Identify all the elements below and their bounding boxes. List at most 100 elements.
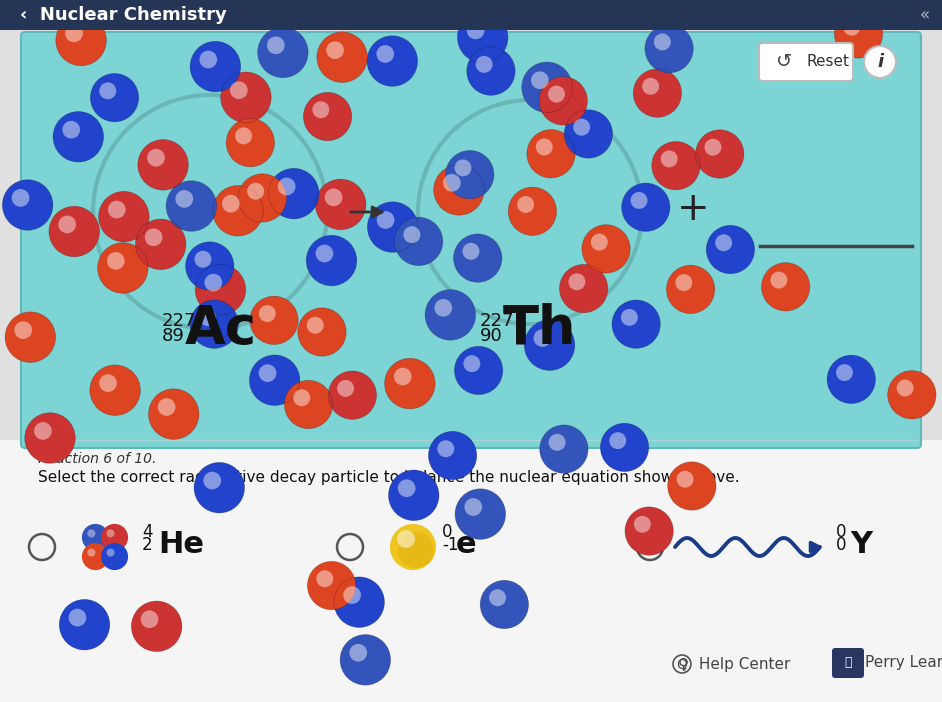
Text: 0: 0 bbox=[836, 523, 847, 541]
Circle shape bbox=[298, 307, 347, 356]
Circle shape bbox=[454, 346, 503, 395]
Circle shape bbox=[600, 423, 649, 472]
Text: Th: Th bbox=[503, 303, 577, 355]
Circle shape bbox=[676, 471, 693, 488]
Circle shape bbox=[634, 516, 651, 533]
Circle shape bbox=[443, 174, 461, 192]
Circle shape bbox=[306, 0, 354, 22]
Circle shape bbox=[675, 274, 692, 291]
Circle shape bbox=[466, 22, 484, 39]
Circle shape bbox=[536, 138, 553, 155]
Circle shape bbox=[458, 12, 508, 62]
Circle shape bbox=[843, 19, 860, 36]
Circle shape bbox=[836, 364, 853, 381]
Circle shape bbox=[194, 463, 245, 513]
Circle shape bbox=[98, 243, 148, 293]
Circle shape bbox=[82, 543, 109, 570]
Circle shape bbox=[395, 217, 443, 265]
Circle shape bbox=[377, 211, 395, 229]
Text: 4: 4 bbox=[142, 523, 153, 541]
Circle shape bbox=[106, 529, 115, 538]
Text: 0: 0 bbox=[836, 536, 847, 554]
Circle shape bbox=[517, 196, 534, 213]
Circle shape bbox=[316, 244, 333, 263]
Circle shape bbox=[99, 82, 116, 99]
Circle shape bbox=[317, 32, 367, 83]
Circle shape bbox=[609, 432, 626, 449]
Circle shape bbox=[259, 364, 276, 382]
Text: 89: 89 bbox=[162, 327, 185, 345]
Circle shape bbox=[367, 201, 418, 253]
Circle shape bbox=[582, 225, 630, 273]
Circle shape bbox=[398, 479, 415, 497]
Circle shape bbox=[654, 34, 671, 51]
Circle shape bbox=[222, 195, 239, 213]
Circle shape bbox=[90, 74, 138, 122]
Circle shape bbox=[62, 121, 80, 138]
Circle shape bbox=[313, 101, 330, 118]
Circle shape bbox=[326, 41, 344, 59]
Circle shape bbox=[230, 81, 248, 99]
Circle shape bbox=[328, 371, 377, 419]
Text: Reaction 6 of 10.: Reaction 6 of 10. bbox=[38, 452, 156, 466]
Circle shape bbox=[200, 51, 218, 68]
Circle shape bbox=[307, 562, 356, 610]
Circle shape bbox=[236, 127, 252, 145]
Circle shape bbox=[573, 119, 590, 135]
Circle shape bbox=[397, 530, 415, 548]
FancyBboxPatch shape bbox=[832, 648, 864, 678]
Circle shape bbox=[827, 355, 875, 404]
Circle shape bbox=[437, 440, 454, 457]
Circle shape bbox=[540, 425, 588, 473]
Circle shape bbox=[666, 265, 715, 314]
Circle shape bbox=[425, 290, 476, 340]
Circle shape bbox=[250, 296, 299, 345]
Circle shape bbox=[429, 431, 477, 479]
FancyBboxPatch shape bbox=[21, 32, 921, 448]
Circle shape bbox=[306, 235, 357, 286]
Circle shape bbox=[316, 179, 365, 230]
Circle shape bbox=[106, 548, 115, 557]
Circle shape bbox=[108, 201, 125, 218]
Circle shape bbox=[195, 265, 246, 315]
Circle shape bbox=[58, 216, 76, 233]
Circle shape bbox=[660, 150, 677, 167]
Circle shape bbox=[463, 355, 480, 372]
Circle shape bbox=[463, 243, 479, 260]
Circle shape bbox=[645, 25, 693, 73]
Circle shape bbox=[99, 192, 149, 242]
Circle shape bbox=[622, 183, 670, 232]
Text: Select the correct radioactive decay particle to balance the nuclear equation sh: Select the correct radioactive decay par… bbox=[38, 470, 739, 485]
Circle shape bbox=[591, 234, 608, 251]
Text: Perry Learn: Perry Learn bbox=[865, 656, 942, 670]
Circle shape bbox=[548, 434, 565, 451]
Circle shape bbox=[343, 586, 361, 604]
Circle shape bbox=[151, 0, 201, 29]
Circle shape bbox=[434, 299, 452, 317]
Circle shape bbox=[138, 140, 188, 190]
Circle shape bbox=[455, 159, 471, 176]
Circle shape bbox=[476, 56, 493, 73]
Text: 🏠: 🏠 bbox=[844, 656, 852, 670]
Circle shape bbox=[303, 93, 351, 140]
Circle shape bbox=[106, 252, 124, 270]
Circle shape bbox=[337, 380, 354, 397]
Circle shape bbox=[88, 548, 95, 557]
Circle shape bbox=[695, 130, 744, 178]
Text: 90: 90 bbox=[480, 327, 503, 345]
Circle shape bbox=[705, 139, 722, 156]
Text: Ac: Ac bbox=[185, 303, 257, 355]
Circle shape bbox=[359, 0, 410, 28]
Text: +: + bbox=[676, 190, 709, 228]
Circle shape bbox=[668, 462, 716, 510]
Circle shape bbox=[398, 532, 434, 568]
Circle shape bbox=[455, 489, 506, 539]
Circle shape bbox=[568, 273, 585, 290]
Text: -1: -1 bbox=[442, 536, 459, 554]
Circle shape bbox=[101, 543, 128, 570]
Text: 227: 227 bbox=[480, 312, 514, 330]
Circle shape bbox=[65, 25, 83, 42]
Circle shape bbox=[194, 251, 211, 267]
Text: «: « bbox=[920, 6, 930, 24]
Text: 2: 2 bbox=[142, 536, 153, 554]
